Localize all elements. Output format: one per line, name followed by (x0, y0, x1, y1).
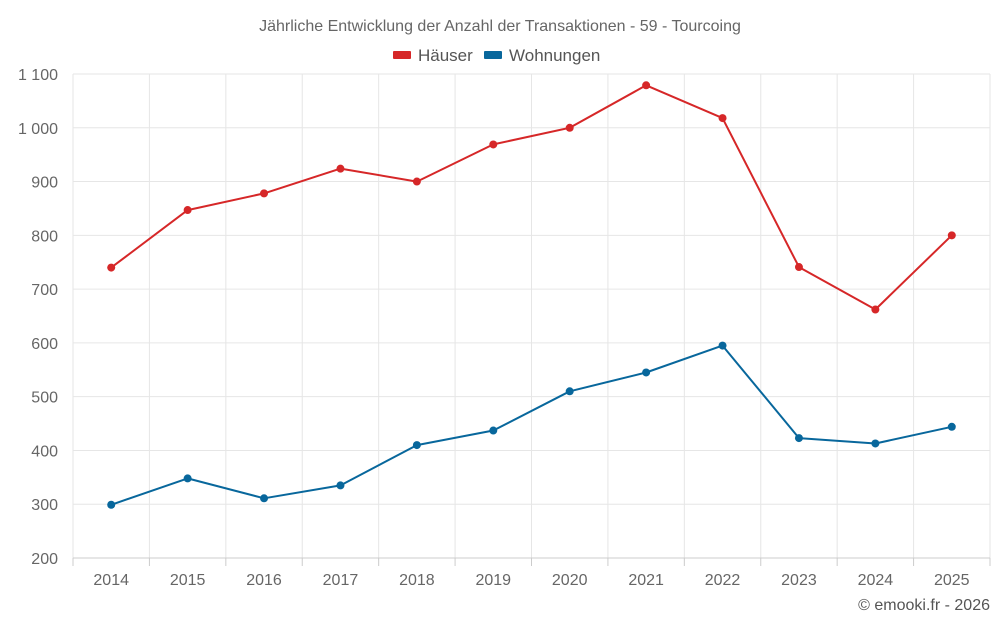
data-point-haeuser-2017[interactable] (336, 164, 345, 173)
data-point-wohnungen-2024[interactable] (871, 439, 880, 448)
data-point-wohnungen-2015[interactable] (183, 474, 192, 483)
x-tick-label: 2022 (705, 572, 741, 589)
y-tick-label: 900 (31, 175, 58, 192)
grid (72, 73, 991, 558)
y-tick-label: 400 (31, 443, 58, 460)
y-tick-label: 700 (31, 282, 58, 299)
x-tick-label: 2025 (934, 572, 970, 589)
data-point-haeuser-2021[interactable] (642, 81, 651, 90)
x-tick-label: 2024 (858, 572, 894, 589)
data-point-haeuser-2020[interactable] (565, 123, 574, 132)
x-tick-label: 2019 (475, 572, 511, 589)
y-tick-label: 600 (31, 336, 58, 353)
data-point-wohnungen-2020[interactable] (565, 387, 574, 396)
x-tick-label: 2017 (323, 572, 359, 589)
x-tick-label: 2018 (399, 572, 435, 589)
data-point-haeuser-2024[interactable] (871, 305, 880, 314)
data-point-wohnungen-2022[interactable] (718, 341, 727, 350)
legend-label-wohnungen[interactable]: Wohnungen (509, 46, 600, 65)
y-tick-label: 1 100 (18, 67, 58, 84)
chart-title: Jährliche Entwicklung der Anzahl der Tra… (259, 18, 741, 35)
data-point-haeuser-2014[interactable] (107, 263, 116, 272)
y-tick-label: 1 000 (18, 121, 58, 138)
x-tick-label: 2021 (628, 572, 664, 589)
y-tick-label: 300 (31, 497, 58, 514)
x-tick-label: 2016 (246, 572, 282, 589)
series-line-wohnungen[interactable] (110, 344, 953, 506)
x-axis: 2014 2015 2016 2017 2018 2019 2020 2021 2022 2023… (72, 557, 991, 589)
x-tick-label: 2015 (170, 572, 206, 589)
series-layer (107, 81, 956, 509)
data-point-wohnungen-2017[interactable] (336, 481, 345, 490)
data-point-wohnungen-2021[interactable] (642, 368, 651, 377)
data-point-haeuser-2018[interactable] (412, 177, 421, 186)
data-point-haeuser-2019[interactable] (489, 140, 498, 149)
data-point-haeuser-2025[interactable] (947, 231, 956, 240)
data-point-haeuser-2016[interactable] (260, 189, 269, 198)
legend-swatch-wohnungen (484, 51, 502, 59)
data-point-wohnungen-2016[interactable] (260, 494, 269, 503)
data-point-wohnungen-2025[interactable] (947, 422, 956, 431)
data-point-wohnungen-2014[interactable] (107, 500, 116, 509)
y-tick-label: 800 (31, 228, 58, 245)
y-axis: 200 300 400 500 600 700 800 900 1 000 1 100 (18, 67, 58, 568)
y-tick-label: 200 (31, 551, 58, 568)
legend: Häuser Wohnungen (393, 46, 600, 65)
data-point-wohnungen-2018[interactable] (412, 441, 421, 450)
x-tick-label: 2020 (552, 572, 588, 589)
series-line-haeuser[interactable] (110, 84, 953, 311)
data-point-wohnungen-2023[interactable] (794, 434, 803, 443)
data-point-haeuser-2022[interactable] (718, 114, 727, 123)
data-point-wohnungen-2019[interactable] (489, 426, 498, 435)
data-point-haeuser-2023[interactable] (794, 263, 803, 272)
y-tick-label: 500 (31, 390, 58, 407)
legend-swatch-haeuser (393, 51, 411, 59)
x-tick-label: 2023 (781, 572, 817, 589)
credit[interactable]: © emooki.fr - 2026 (858, 597, 990, 614)
legend-label-haeuser[interactable]: Häuser (418, 46, 473, 65)
data-point-haeuser-2015[interactable] (183, 206, 192, 215)
x-tick-label: 2014 (93, 572, 129, 589)
